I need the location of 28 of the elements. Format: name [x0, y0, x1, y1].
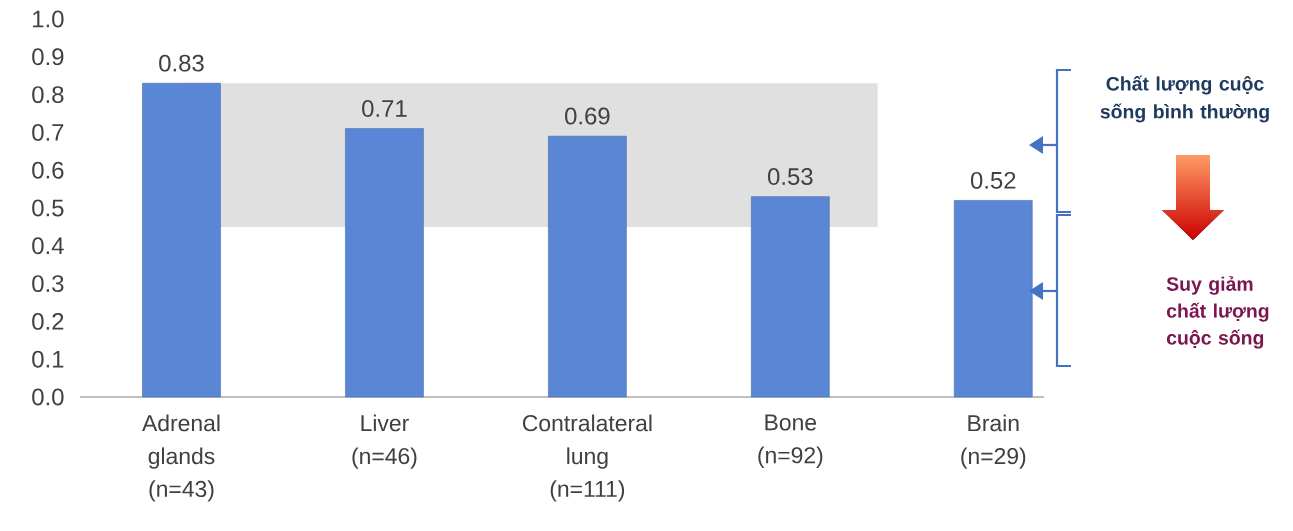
y-tick-label: 0.0: [32, 388, 64, 406]
y-tick-label: 1.0: [33, 10, 64, 28]
x-tick-label: Liver (n=46): [352, 414, 417, 469]
y-tick-label: 0.8: [32, 86, 64, 104]
data-label: 0.52: [970, 171, 1016, 189]
bar: [345, 128, 424, 398]
y-tick-label: 0.6: [32, 161, 64, 179]
x-tick-label: Contralateral lung (n=111): [522, 414, 652, 502]
x-tick-label: Brain (n=29): [961, 414, 1026, 469]
y-tick-label: 0.4: [32, 237, 64, 255]
x-tick-label: Bone (n=92): [758, 414, 823, 468]
bar: [142, 82, 221, 398]
text: Chất lượng cuộc sống bình thường: [1100, 75, 1269, 123]
data-label: 0.83: [159, 54, 204, 72]
data-label: 0.53: [768, 168, 813, 186]
y-tick-label: 0.1: [32, 350, 64, 368]
y-tick-label: 0.5: [32, 199, 64, 217]
x-tick-label: Adrenal glands (n=43): [142, 414, 220, 502]
y-tick-label: 0.7: [32, 123, 64, 141]
data-label: 0.69: [565, 107, 610, 125]
bar: [548, 135, 627, 398]
y-tick-label: 0.9: [32, 48, 64, 66]
text: Suy giảm chất lượng cuộc sống: [1166, 276, 1269, 349]
y-tick-label: 0.2: [32, 312, 64, 330]
y-tick-label: 0.3: [32, 275, 64, 293]
bar: [953, 200, 1033, 398]
bar: [751, 196, 830, 398]
data-label: 0.71: [362, 100, 407, 117]
